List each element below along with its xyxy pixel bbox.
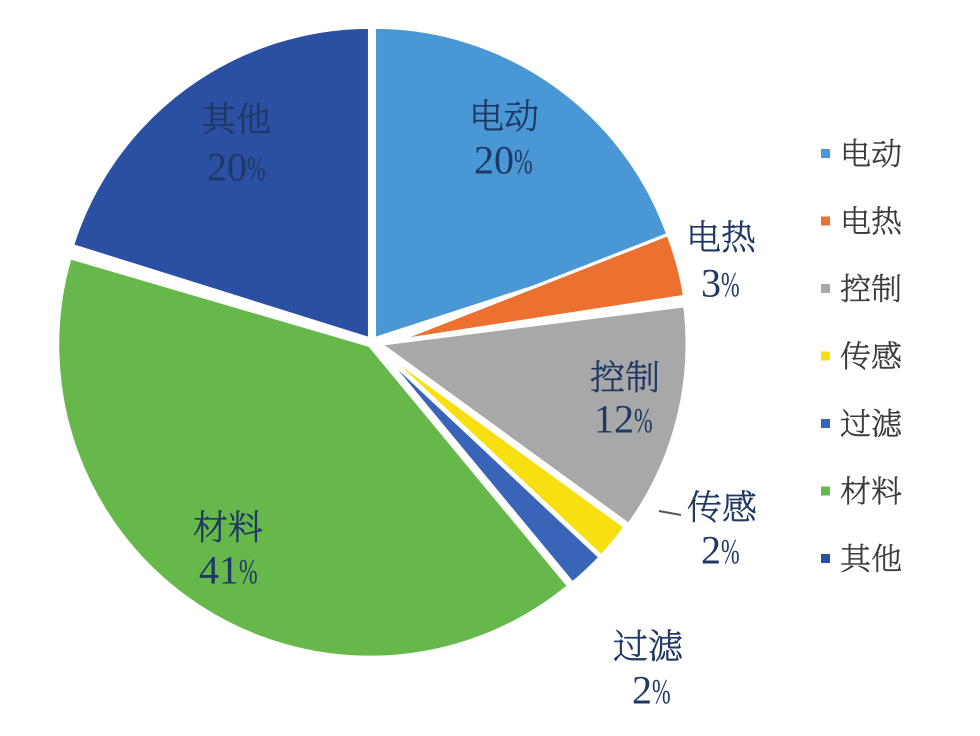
- svg-text:2: 2: [632, 668, 652, 713]
- svg-text:20: 20: [207, 145, 247, 190]
- svg-text:2: 2: [701, 528, 721, 573]
- svg-text:41: 41: [199, 548, 239, 593]
- svg-text:%: %: [514, 142, 533, 182]
- svg-text:%: %: [634, 401, 653, 441]
- svg-text:%: %: [247, 149, 266, 189]
- svg-text:%: %: [721, 532, 740, 572]
- svg-text:%: %: [721, 265, 740, 305]
- svg-text:3: 3: [701, 261, 721, 306]
- svg-text:20: 20: [474, 138, 514, 183]
- svg-text:%: %: [652, 672, 671, 712]
- svg-text:12: 12: [594, 397, 634, 442]
- svg-text:%: %: [239, 552, 258, 592]
